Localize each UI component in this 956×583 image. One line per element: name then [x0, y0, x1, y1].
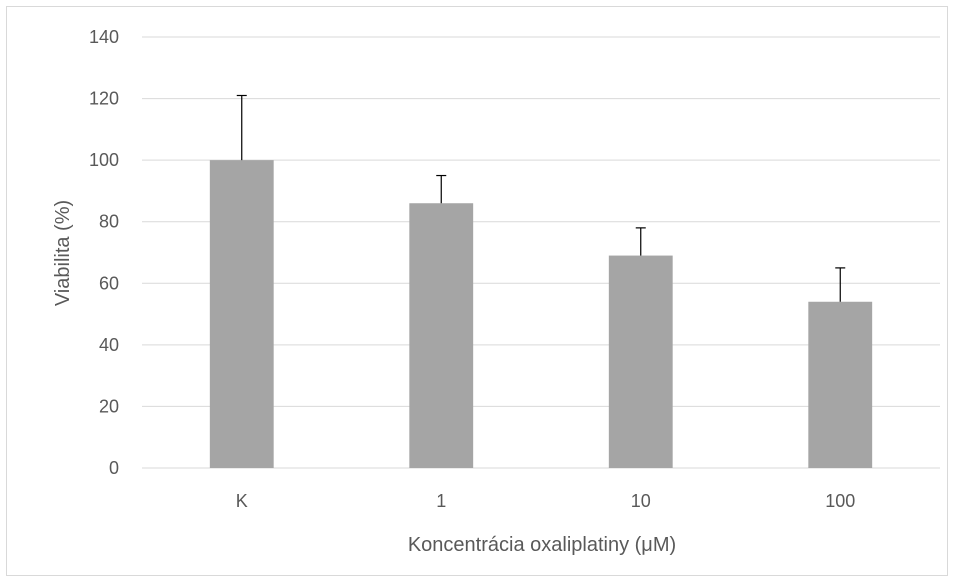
- x-tick-label: 10: [631, 491, 651, 511]
- bar-1: [409, 203, 474, 468]
- x-tick-labels: K 1 10 100: [236, 491, 856, 511]
- error-bars: [236, 94, 846, 302]
- y-axis-title: Viabilita (%): [52, 200, 74, 306]
- x-tick-label: 100: [825, 491, 855, 511]
- y-tick-label: 120: [89, 89, 119, 109]
- y-tick-labels: 0 20 40 60 80 100 120 140: [89, 27, 119, 478]
- x-axis-title: Koncentrácia oxaliplatiny (μM): [408, 534, 676, 556]
- x-tick-label: 1: [436, 491, 446, 511]
- x-tick-label: K: [236, 491, 248, 511]
- y-tick-label: 20: [99, 396, 119, 416]
- gridlines: [142, 36, 940, 469]
- y-tick-label: 0: [109, 458, 119, 478]
- chart-frame: [6, 6, 948, 576]
- y-tick-label: 60: [99, 273, 119, 293]
- bar-10: [608, 255, 673, 468]
- y-tick-label: 80: [99, 212, 119, 232]
- y-tick-label: 140: [89, 27, 119, 47]
- bars: [209, 160, 873, 468]
- y-tick-label: 100: [89, 150, 119, 170]
- y-tick-label: 40: [99, 335, 119, 355]
- bar-K: [209, 160, 274, 468]
- bar-100: [808, 301, 873, 468]
